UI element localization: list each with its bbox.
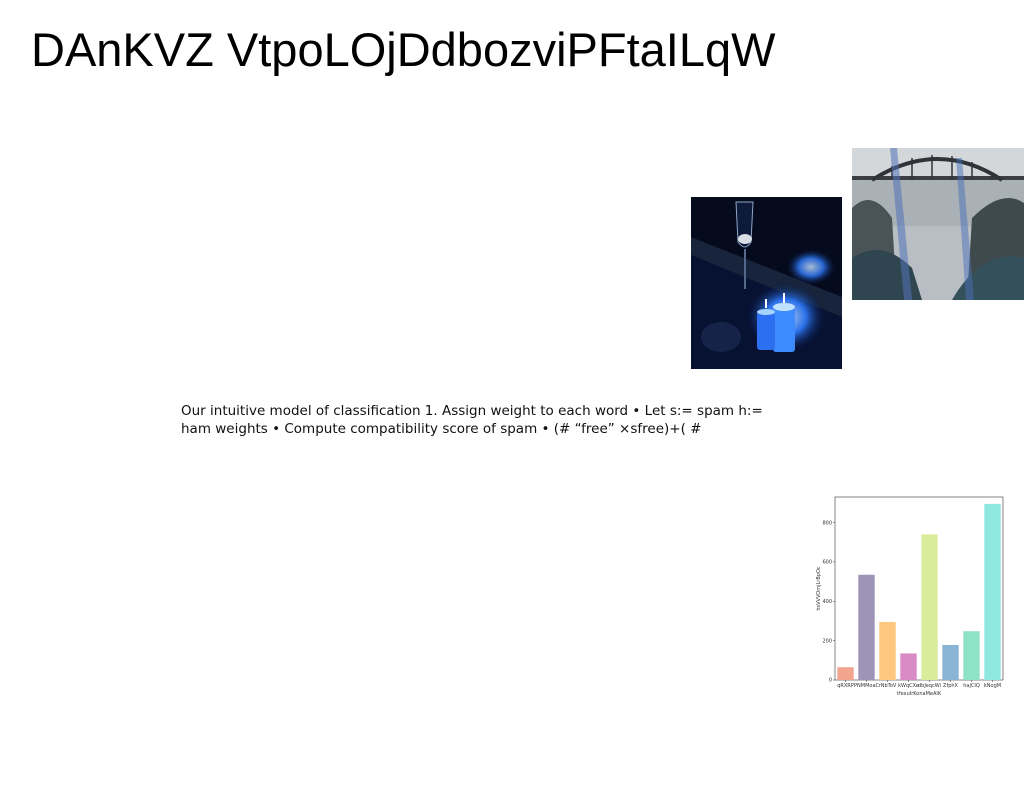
x-tick-label: qRXRP <box>837 683 854 689</box>
bar-chart: 0 200 400 600 800 qRXRP PNMMoaC rNbToV kWqCXe dbJ… <box>808 492 1008 712</box>
x-tick-label: kNogM <box>984 683 1001 689</box>
bar-kWqCXe <box>900 653 917 680</box>
bar-ZfphX <box>942 644 959 680</box>
bridge-photo <box>852 148 1024 300</box>
x-tick-label: kWqCXe <box>898 683 919 689</box>
bar-chart-svg: 0 200 400 600 800 qRXRP PNMMoaC rNbToV kWqCXe dbJ… <box>816 496 1004 697</box>
y-tick-label: 400 <box>822 599 832 605</box>
body-text: Our intuitive model of classification 1.… <box>181 403 763 437</box>
x-tick-label: dbJeqcWi <box>918 683 941 689</box>
bar-hajCIQ <box>963 631 980 680</box>
slide-title: DAnKVZ VtpoLOjDdbozviPFtaILqW <box>31 23 776 76</box>
candles-photo <box>691 197 842 369</box>
y-tick-label: 0 <box>829 678 832 684</box>
y-tick-label: 200 <box>822 638 832 644</box>
x-tick-label: rNbToV <box>879 683 897 689</box>
y-tick-label: 800 <box>822 520 832 526</box>
x-tick-label: hajCIQ <box>963 683 980 689</box>
y-axis-label: hsVVVOmjLrBpOc <box>816 566 822 611</box>
bar-PNMMoaC <box>858 574 875 680</box>
x-tick-label: PNMMoaC <box>854 683 880 689</box>
bar-rNbToV <box>879 621 896 680</box>
x-axis-label: tfexuIrKonaMeAlK <box>897 691 942 697</box>
bar-kNogM <box>984 503 1001 680</box>
bar-dbJeqcWi <box>921 534 938 680</box>
chart-frame <box>834 496 1004 681</box>
x-tick-label: ZfphX <box>943 683 959 689</box>
y-tick-label: 600 <box>822 560 832 566</box>
bar-qRXRP <box>837 667 854 680</box>
